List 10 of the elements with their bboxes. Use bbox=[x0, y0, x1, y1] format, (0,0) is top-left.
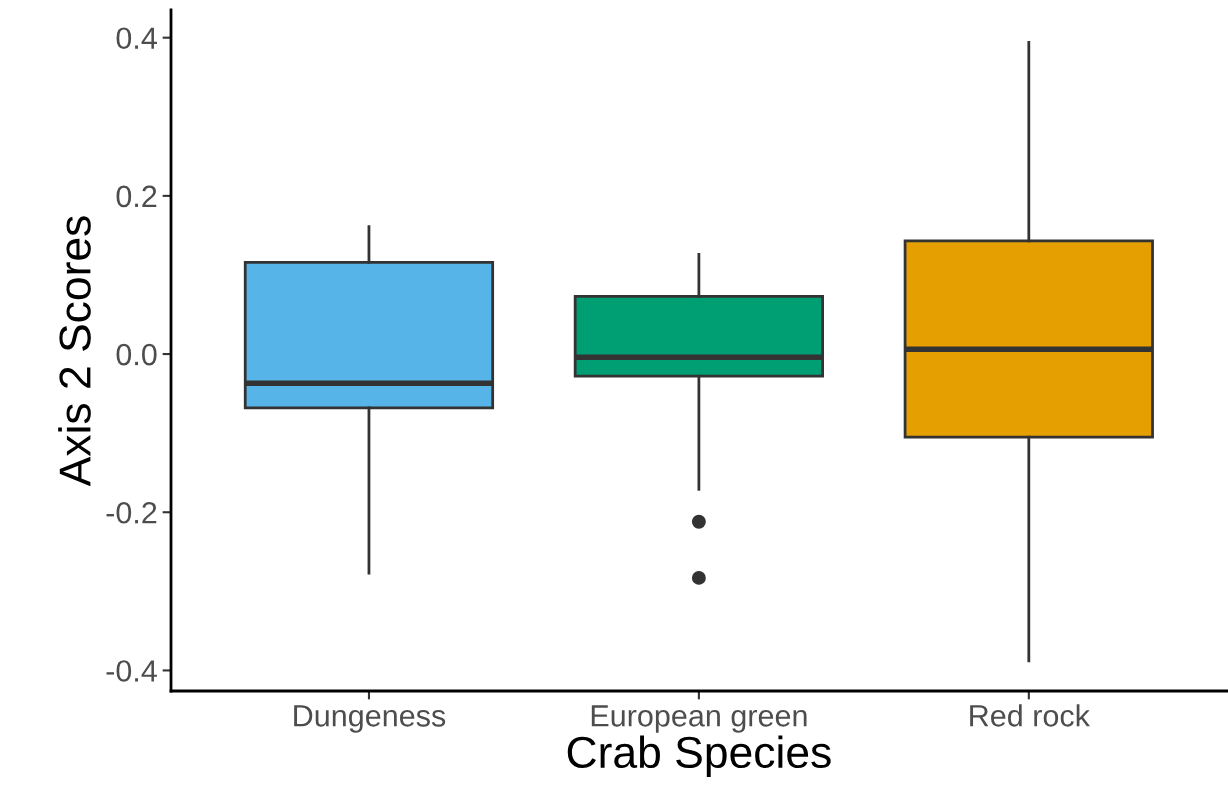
y-axis-title: Axis 2 Scores bbox=[58, 216, 91, 487]
x-tick-label: European green bbox=[591, 705, 807, 733]
y-tick-label: 0.2 bbox=[116, 185, 157, 208]
y-tick-label: -0.4 bbox=[106, 660, 157, 682]
x-axis-title: Crab Species bbox=[567, 735, 831, 777]
x-tick-label: Dungeness bbox=[294, 705, 446, 733]
x-tick-label: Red rock bbox=[970, 704, 1090, 727]
y-tick-label: 0.4 bbox=[116, 27, 157, 50]
y-tick-label: 0.0 bbox=[116, 343, 157, 366]
y-tick-label: -0.2 bbox=[106, 501, 157, 524]
